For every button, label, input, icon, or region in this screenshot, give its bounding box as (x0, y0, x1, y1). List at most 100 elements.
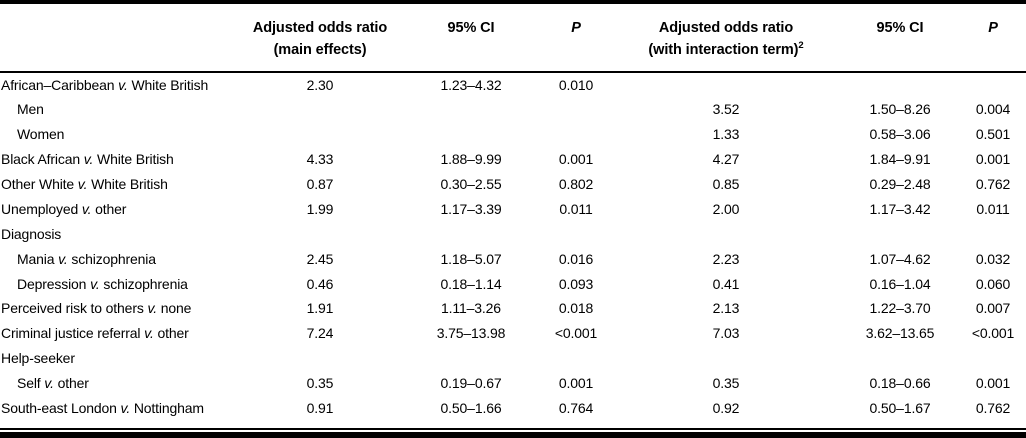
p-main-cell (540, 346, 612, 371)
table-row: Perceived risk to others v. none 1.91 1.11… (0, 296, 1026, 321)
aor-interaction-cell: 0.41 (712, 275, 740, 292)
p-main-cell: 0.001 (558, 375, 594, 392)
ci-main-cell: 1.11–3.26 (441, 300, 501, 317)
p-main-cell: 0.001 (558, 151, 594, 168)
row-label-cell: South-east London v. Nottingham (1, 400, 204, 417)
ci-interaction-cell (840, 346, 960, 371)
table-body: African–Caribbean v. White British 2.30 1.… (0, 72, 1026, 420)
header-ci-interaction: 95% CI (876, 20, 924, 36)
aor-main-cell: 0.46 (306, 275, 334, 292)
table-row: Help-seeker (0, 346, 1026, 371)
p-interaction-cell: 0.001 (975, 151, 1011, 168)
aor-interaction-cell: 0.92 (712, 400, 740, 417)
row-label-cell: Perceived risk to others v. none (1, 300, 192, 317)
table-row: Other White v. White British 0.87 0.30–2.5… (0, 172, 1026, 197)
table-bottom-thin-rule (0, 428, 1026, 430)
ci-main-cell: 1.18–5.07 (440, 250, 502, 267)
header-aor-interaction: Adjusted odds ratio (with interaction te… (612, 4, 840, 72)
aor-main-cell: 2.30 (306, 76, 334, 93)
table-row: Self v. other 0.35 0.19–0.67 0.001 0.35 0.18–… (0, 371, 1026, 396)
ci-main-cell: 3.75–13.98 (436, 325, 506, 342)
row-label-cell: Depression v. schizophrenia (17, 275, 188, 292)
row-label-cell: Unemployed v. other (1, 200, 127, 217)
aor-interaction-cell (612, 72, 840, 97)
ci-interaction-cell: 1.22–3.70 (869, 300, 931, 317)
aor-interaction-cell: 2.13 (712, 300, 740, 317)
ci-main-cell: 0.18–1.14 (440, 275, 502, 292)
p-interaction-cell: 0.004 (975, 101, 1011, 118)
header-label-col (0, 4, 238, 72)
header-p-main: P (571, 20, 581, 36)
aor-interaction-cell: 0.35 (712, 375, 740, 392)
table-row: Men 3.52 1.50–8.26 0.004 (0, 97, 1026, 122)
table-bottom-thick-rule (0, 432, 1026, 438)
header-p-interaction: P (988, 20, 998, 36)
ci-main-cell: 1.23–4.32 (440, 76, 502, 93)
row-label-cell: Women (17, 126, 65, 143)
p-interaction-cell: 0.762 (975, 176, 1011, 192)
aor-main-cell: 7.24 (306, 325, 334, 342)
p-main-cell: <0.001 (554, 325, 598, 342)
aor-interaction-cell: 1.33 (712, 126, 740, 143)
p-main-cell: 0.011 (559, 200, 593, 217)
ci-main-cell (402, 122, 540, 147)
ci-main-cell: 0.30–2.55 (440, 176, 502, 192)
p-main-cell: 0.093 (558, 275, 594, 292)
ci-interaction-cell (840, 72, 960, 97)
p-interaction-cell: 0.762 (975, 400, 1011, 417)
ci-interaction-cell: 1.50–8.26 (869, 101, 931, 118)
aor-interaction-cell: 3.52 (712, 101, 740, 118)
table-row: Diagnosis (0, 221, 1026, 246)
p-interaction-cell: 0.501 (975, 126, 1011, 143)
aor-interaction-cell: 2.23 (712, 250, 740, 267)
p-interaction-cell: <0.001 (971, 325, 1015, 342)
ci-interaction-cell: 0.29–2.48 (869, 176, 931, 192)
ci-main-cell (402, 221, 540, 246)
header-aor-main-line1: Adjusted odds ratio (252, 20, 388, 36)
p-main-cell (540, 97, 612, 122)
aor-interaction-cell (612, 221, 840, 246)
ci-interaction-cell: 0.18–0.66 (869, 375, 931, 392)
table-row: African–Caribbean v. White British 2.30 1.… (0, 72, 1026, 97)
row-label-cell: Self v. other (17, 375, 89, 392)
footnote-marker: 2 (798, 40, 804, 52)
header-aor-main-line2: (main effects) (273, 42, 367, 59)
aor-main-cell (238, 346, 402, 371)
row-label-cell: Men (17, 101, 44, 118)
row-label-cell: Black African v. White British (1, 151, 174, 168)
p-interaction-cell: 0.001 (975, 375, 1011, 392)
header-aor-main: Adjusted odds ratio (main effects) (238, 4, 402, 72)
ci-interaction-cell: 0.16–1.04 (869, 275, 931, 292)
odds-ratio-table: Adjusted odds ratio (main effects) 95% C… (0, 4, 1026, 420)
ci-main-cell: 0.50–1.66 (440, 400, 502, 417)
ci-interaction-cell: 1.84–9.91 (869, 151, 931, 168)
aor-main-cell (238, 97, 402, 122)
aor-main-cell: 0.87 (306, 176, 334, 192)
header-aor-interaction-line2: (with interaction term)2 (648, 40, 804, 59)
table-top-rule (0, 0, 1026, 4)
row-label-cell: Diagnosis (1, 225, 62, 242)
p-main-cell: 0.010 (558, 76, 594, 93)
aor-interaction-cell: 7.03 (712, 325, 740, 342)
aor-interaction-cell: 2.00 (712, 200, 740, 217)
row-label-cell: Mania v. schizophrenia (17, 250, 156, 267)
p-main-cell: 0.802 (558, 176, 594, 192)
p-interaction-cell: 0.007 (975, 300, 1011, 317)
aor-main-cell: 0.91 (306, 400, 334, 417)
row-label-cell: Other White v. White British (1, 176, 168, 192)
ci-main-cell (402, 346, 540, 371)
p-interaction-cell: 0.011 (976, 200, 1010, 217)
aor-main-cell: 1.91 (306, 300, 334, 317)
aor-interaction-cell: 4.27 (712, 151, 740, 168)
p-interaction-cell (960, 221, 1026, 246)
ci-interaction-cell: 1.07–4.62 (869, 250, 931, 267)
p-main-cell: 0.018 (558, 300, 594, 317)
row-label-cell: Criminal justice referral v. other (1, 325, 189, 342)
p-interaction-cell: 0.060 (975, 275, 1011, 292)
ci-interaction-cell: 3.62–13.65 (865, 325, 935, 342)
row-label-cell: Help-seeker (1, 350, 75, 367)
p-interaction-cell (960, 72, 1026, 97)
p-main-cell (540, 221, 612, 246)
table-row: Women 1.33 0.58–3.06 0.501 (0, 122, 1026, 147)
